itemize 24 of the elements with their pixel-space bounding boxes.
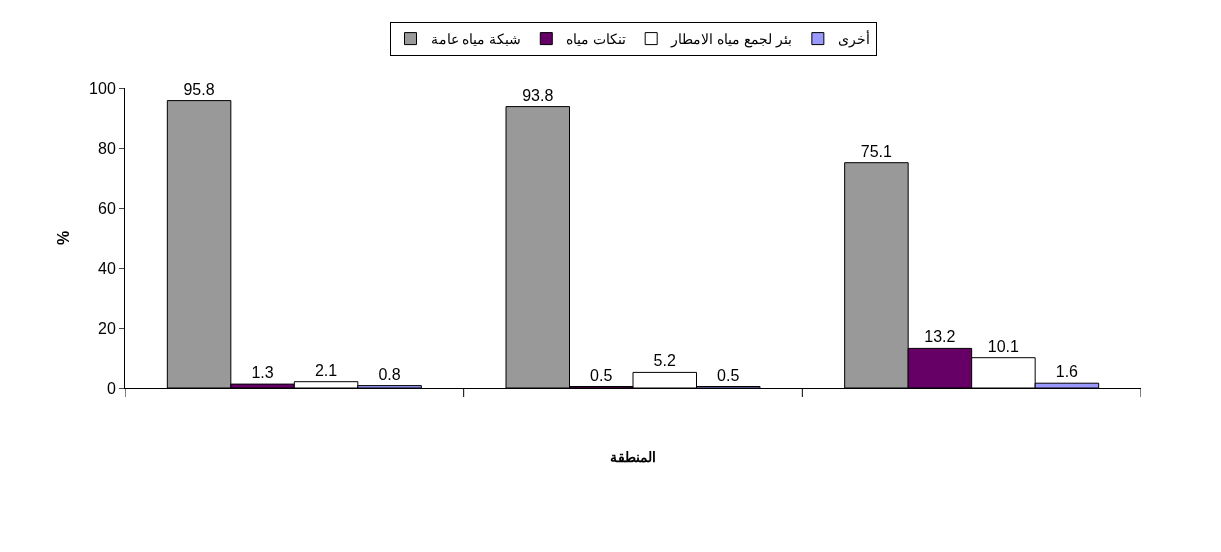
legend-label: أخرى: [837, 29, 870, 49]
data-label: 93.8: [522, 86, 554, 104]
data-label: 1.3: [251, 364, 274, 382]
y-tick-label: 0: [106, 379, 116, 397]
data-label: 0.8: [378, 365, 401, 383]
y-axis-title: %: [55, 230, 72, 246]
y-tick-label: 60: [98, 199, 116, 217]
x-axis-title: المنطقة: [610, 448, 656, 465]
legend-label: تنكات مياه: [566, 31, 627, 48]
y-tick-label: 100: [89, 79, 116, 97]
data-label: 5.2: [653, 352, 676, 370]
legend-label: شبكة مياه عامة: [430, 31, 522, 48]
data-label: 13.2: [924, 328, 956, 346]
data-label: 75.1: [860, 142, 893, 160]
data-label: 1.6: [1055, 363, 1079, 381]
data-label: 10.1: [987, 337, 1020, 355]
y-tick-label: 20: [98, 319, 116, 337]
y-tick-label: 40: [98, 259, 116, 277]
y-tick-label: 80: [98, 139, 116, 157]
data-label: 0.5: [590, 366, 613, 384]
data-label: 2.1: [314, 361, 338, 379]
data-label: 0.5: [717, 366, 740, 384]
data-label: 95.8: [183, 80, 215, 98]
legend-label: بئر لجمع مياه الامطار: [670, 31, 792, 49]
